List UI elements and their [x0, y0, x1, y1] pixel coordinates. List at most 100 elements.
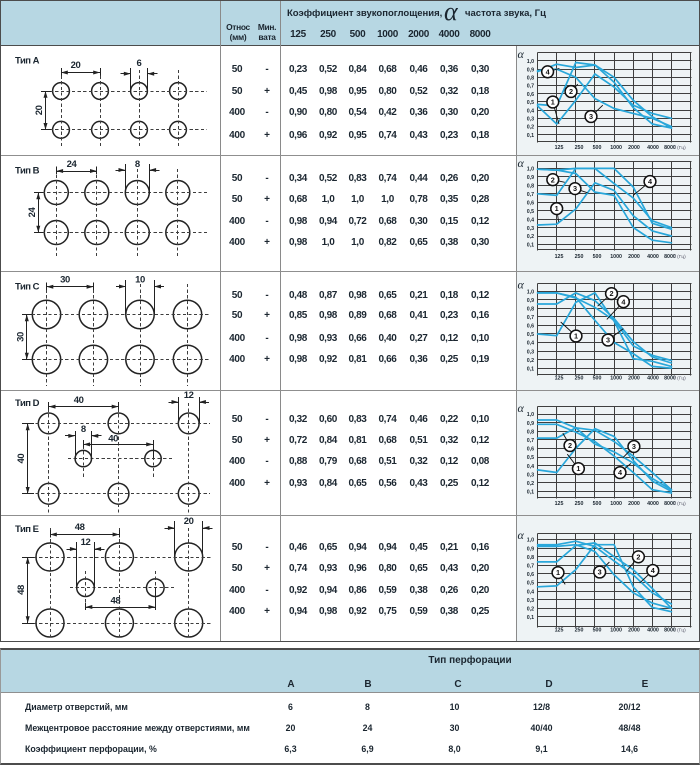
svg-text:125: 125 — [555, 145, 564, 151]
svg-text:f (Гц): f (Гц) — [675, 501, 687, 507]
svg-text:0,1: 0,1 — [527, 133, 534, 139]
svg-text:0,9: 0,9 — [527, 67, 534, 73]
svg-text:1: 1 — [551, 98, 555, 107]
svg-text:40: 40 — [108, 434, 118, 445]
svg-text:12: 12 — [81, 537, 91, 548]
svg-text:f (Гц): f (Гц) — [675, 254, 687, 260]
svg-text:0,7: 0,7 — [527, 564, 534, 570]
svg-text:f (Гц): f (Гц) — [675, 627, 687, 633]
svg-text:Тип A: Тип A — [15, 56, 40, 67]
svg-text:1,0: 1,0 — [527, 538, 534, 544]
svg-text:Тип C: Тип C — [15, 282, 40, 293]
svg-text:20: 20 — [184, 516, 194, 527]
svg-text:0,1: 0,1 — [527, 490, 534, 496]
svg-text:1000: 1000 — [610, 254, 622, 260]
svg-text:0,9: 0,9 — [527, 175, 534, 181]
svg-text:0,7: 0,7 — [527, 192, 534, 198]
svg-text:4000: 4000 — [647, 145, 659, 151]
svg-text:500: 500 — [593, 501, 602, 507]
svg-text:0,6: 0,6 — [527, 447, 534, 453]
svg-text:40: 40 — [74, 395, 84, 406]
svg-text:4: 4 — [546, 67, 551, 76]
svg-text:Тип B: Тип B — [15, 166, 40, 177]
svg-text:3: 3 — [632, 442, 636, 451]
svg-text:0,6: 0,6 — [527, 572, 534, 578]
svg-text:0,4: 0,4 — [527, 108, 534, 114]
svg-text:500: 500 — [593, 627, 602, 633]
svg-text:250: 250 — [575, 145, 584, 151]
svg-text:30: 30 — [60, 275, 70, 286]
svg-text:α: α — [518, 401, 525, 415]
svg-text:0,4: 0,4 — [527, 341, 534, 347]
svg-text:125: 125 — [555, 254, 564, 260]
svg-text:α: α — [518, 528, 525, 542]
svg-text:2: 2 — [569, 87, 573, 96]
svg-text:4: 4 — [648, 177, 653, 186]
svg-text:2000: 2000 — [628, 627, 640, 633]
svg-text:4: 4 — [651, 566, 656, 575]
svg-text:0,2: 0,2 — [527, 358, 534, 364]
svg-text:0,7: 0,7 — [527, 438, 534, 444]
svg-text:0,5: 0,5 — [527, 209, 534, 215]
svg-text:40: 40 — [16, 454, 27, 464]
svg-text:1000: 1000 — [610, 627, 622, 633]
svg-text:500: 500 — [593, 145, 602, 151]
svg-text:0,9: 0,9 — [527, 298, 534, 304]
svg-text:2: 2 — [568, 441, 572, 450]
svg-text:α: α — [518, 47, 525, 61]
svg-text:0,4: 0,4 — [527, 589, 534, 595]
svg-text:0,5: 0,5 — [527, 332, 534, 338]
svg-text:6: 6 — [137, 58, 142, 69]
svg-text:48: 48 — [75, 522, 85, 533]
svg-text:4000: 4000 — [647, 376, 659, 382]
svg-text:3: 3 — [573, 184, 577, 193]
svg-text:0,8: 0,8 — [527, 555, 534, 561]
svg-text:30: 30 — [15, 332, 26, 342]
svg-text:125: 125 — [555, 627, 564, 633]
svg-text:0,7: 0,7 — [527, 315, 534, 321]
svg-text:125: 125 — [555, 376, 564, 382]
svg-text:1,0: 1,0 — [527, 59, 534, 65]
svg-text:3: 3 — [598, 568, 602, 577]
svg-text:0,9: 0,9 — [527, 421, 534, 427]
svg-text:1: 1 — [576, 464, 580, 473]
svg-text:4000: 4000 — [647, 254, 659, 260]
svg-text:2: 2 — [609, 289, 613, 298]
svg-text:1000: 1000 — [610, 145, 622, 151]
svg-text:2000: 2000 — [628, 501, 640, 507]
svg-text:2: 2 — [636, 552, 640, 561]
svg-text:48: 48 — [16, 585, 27, 595]
svg-text:8000: 8000 — [664, 254, 676, 260]
svg-text:0,4: 0,4 — [527, 464, 534, 470]
svg-text:0,6: 0,6 — [527, 200, 534, 206]
svg-text:8000: 8000 — [664, 627, 676, 633]
svg-text:20: 20 — [71, 60, 81, 71]
svg-text:3: 3 — [589, 112, 593, 121]
svg-text:0,2: 0,2 — [527, 481, 534, 487]
svg-text:0,1: 0,1 — [527, 615, 534, 621]
svg-text:0,6: 0,6 — [527, 92, 534, 98]
svg-text:125: 125 — [555, 501, 564, 507]
svg-text:250: 250 — [575, 254, 584, 260]
svg-text:0,3: 0,3 — [527, 117, 534, 123]
svg-text:0,3: 0,3 — [527, 472, 534, 478]
svg-text:0,7: 0,7 — [527, 84, 534, 90]
svg-text:0,4: 0,4 — [527, 217, 534, 223]
svg-text:0,2: 0,2 — [527, 234, 534, 240]
svg-text:24: 24 — [27, 207, 38, 218]
svg-text:Тип E: Тип E — [15, 524, 39, 535]
svg-text:0,2: 0,2 — [527, 607, 534, 613]
svg-text:1,0: 1,0 — [527, 289, 534, 295]
svg-text:250: 250 — [575, 376, 584, 382]
svg-text:4: 4 — [621, 297, 626, 306]
svg-text:1,0: 1,0 — [527, 412, 534, 418]
svg-text:f (Гц): f (Гц) — [675, 145, 687, 151]
svg-text:4: 4 — [618, 468, 623, 477]
svg-text:0,5: 0,5 — [527, 100, 534, 106]
svg-text:10: 10 — [135, 275, 145, 286]
svg-text:24: 24 — [67, 159, 78, 170]
svg-text:1: 1 — [555, 204, 559, 213]
svg-text:α: α — [518, 156, 525, 170]
svg-text:1000: 1000 — [610, 376, 622, 382]
svg-text:0,9: 0,9 — [527, 546, 534, 552]
